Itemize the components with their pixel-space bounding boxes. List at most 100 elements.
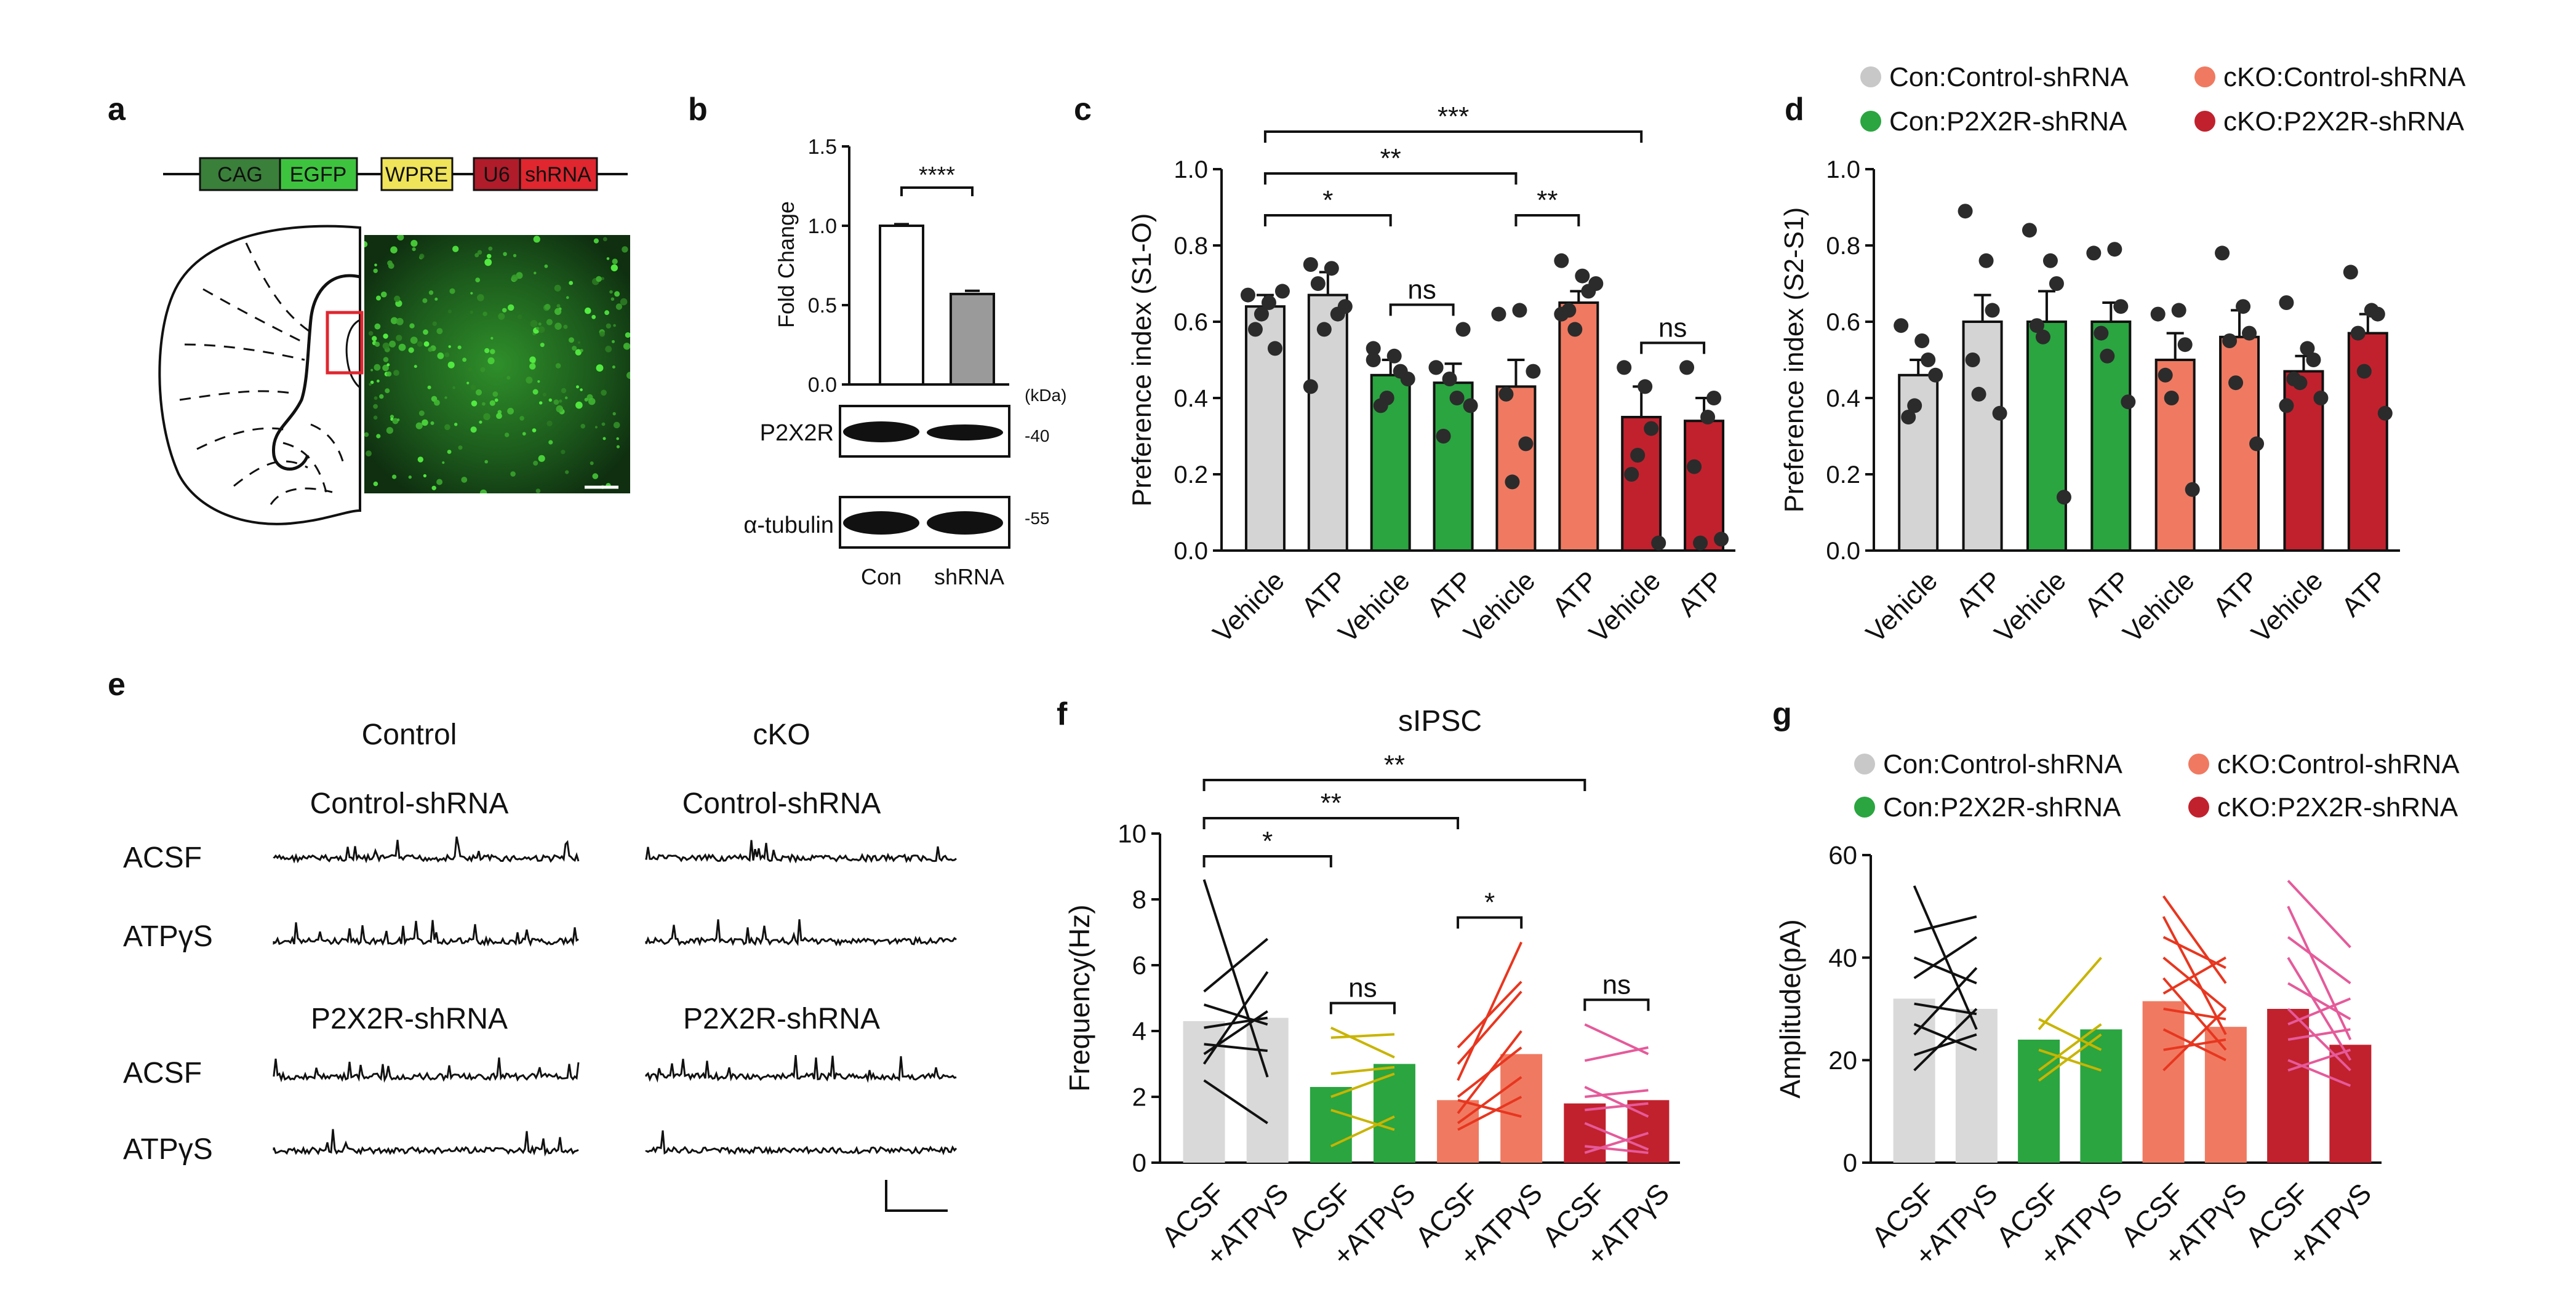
cell-351	[442, 461, 445, 464]
cell-368	[508, 304, 514, 311]
cell-240	[490, 349, 495, 354]
cell-154	[466, 381, 470, 384]
data-point-c-4-2	[1518, 436, 1534, 452]
cell-23	[590, 461, 594, 465]
data-point-d-2-4	[2035, 329, 2050, 344]
cell-328	[606, 257, 610, 260]
cell-347	[519, 416, 524, 421]
bar-g-4	[2142, 1001, 2185, 1163]
cell-212	[482, 311, 487, 316]
col-title-cko: cKO	[753, 719, 810, 751]
x-tick-label-c-7: ATP	[1672, 565, 1729, 623]
data-point-c-3-2	[1455, 322, 1471, 337]
cell-77	[475, 277, 481, 282]
data-point-d-2-1	[2042, 253, 2058, 268]
cell-185	[526, 376, 533, 384]
panel-b: 1.5 1.0 0.5 0.0 Fold Change **** (kDa) P2X2R …	[743, 135, 1066, 589]
cell-9	[408, 475, 412, 479]
paired-line-g-3-3	[2287, 957, 2352, 1061]
cell-287	[457, 345, 462, 349]
paired-line-g-0-5	[1913, 1023, 1977, 1051]
significance-label-c-3: ns	[1407, 274, 1436, 305]
paired-line-g-3-9	[2287, 1048, 2351, 1072]
bar-b-0	[879, 225, 924, 386]
cell-124	[415, 422, 423, 429]
band-kda-p2x2r: -40	[1025, 426, 1049, 445]
y-axis-label-b: Fold Change	[774, 201, 799, 328]
cell-396	[536, 327, 540, 330]
data-point-c-1-5	[1337, 299, 1353, 314]
cell-173	[386, 363, 390, 367]
cell-378	[479, 420, 482, 424]
paired-line-f-3-2	[1584, 1086, 1649, 1118]
paired-line-g-3-7	[2287, 1028, 2351, 1041]
cell-175	[417, 456, 423, 463]
paired-line-g-1-4	[2038, 1033, 2102, 1082]
x-tick-label-d-4: Vehicle	[2118, 565, 2201, 648]
cell-297	[482, 402, 486, 406]
data-point-c-0-3	[1247, 322, 1263, 337]
cell-24	[565, 470, 569, 474]
significance-label-f-2: **	[1384, 750, 1405, 780]
cell-411	[484, 460, 488, 464]
paired-line-f-0-1	[1203, 938, 1268, 993]
cell-168	[610, 264, 618, 272]
significance-label-c-5: ns	[1658, 313, 1687, 343]
bar-g-7	[2329, 1045, 2372, 1163]
paired-line-f-0-5	[1203, 1079, 1268, 1125]
cell-229	[477, 294, 484, 301]
data-point-c-1-1	[1324, 261, 1339, 276]
x-tick-label-d-3: ATP	[2079, 565, 2136, 623]
cell-225	[554, 322, 562, 330]
cell-84	[532, 389, 538, 395]
y-tick-label-g-1: 20	[1828, 1046, 1857, 1075]
cell-409	[468, 367, 473, 372]
data-point-c-4-4	[1505, 474, 1520, 490]
bar-g-5	[2204, 1027, 2247, 1163]
row-label-2: ACSF	[123, 1057, 202, 1089]
panel-label-d: d	[1785, 92, 1804, 127]
data-point-d-6-5	[2313, 391, 2329, 405]
error-bar-d-4	[2166, 332, 2184, 360]
data-point-c-0-2	[1267, 341, 1282, 356]
data-point-c-1-3	[1310, 276, 1326, 291]
legend-cd: Con:Control-shRNA Con:P2X2R-shRNA cKO:Co…	[1860, 62, 2466, 137]
data-point-d-3-5	[2121, 394, 2136, 410]
data-point-c-3-5	[1463, 398, 1478, 413]
cell-18	[580, 388, 583, 391]
data-point-d-0-0	[1894, 318, 1909, 333]
data-point-d-1-2	[1985, 303, 2000, 318]
chart-c: 0.0 0.2 0.4 0.6 0.8 1.0 Preference index (S1-O…	[1127, 102, 1735, 648]
cell-219	[588, 397, 596, 405]
bar-f-5	[1500, 1054, 1543, 1163]
band-label-p2x2r: P2X2R	[760, 420, 834, 446]
x-tick-label-d-6: Vehicle	[2246, 565, 2329, 648]
cell-292	[559, 399, 562, 403]
cell-101	[580, 424, 585, 429]
cell-178	[602, 437, 606, 440]
data-point-d-4-1	[2171, 303, 2186, 318]
cell-301	[625, 332, 630, 338]
paired-line-g-2-5	[2162, 956, 2226, 995]
data-point-d-0-2	[1921, 352, 1936, 367]
legend-fg-item-2: cKO:Control-shRNA	[2217, 749, 2460, 779]
cell-361	[613, 421, 620, 429]
cell-190	[591, 314, 596, 319]
significance-label-c-4: **	[1537, 185, 1558, 215]
micrograph	[364, 235, 630, 493]
data-point-d-0-3	[1901, 410, 1916, 424]
significance-bracket-f-3	[1329, 1001, 1396, 1014]
cell-337	[437, 352, 444, 359]
cell-354	[436, 479, 443, 485]
y-axis-label-c: Preference index (S1-O)	[1127, 213, 1157, 507]
legend-fg-item-0: Con:Control-shRNA	[1883, 749, 2122, 779]
significance-label-f-4: *	[1484, 888, 1495, 918]
bar-f-2	[1310, 1086, 1352, 1163]
cell-314	[556, 405, 564, 413]
bar-c-1	[1307, 293, 1348, 552]
chart-b: 1.5 1.0 0.5 0.0 Fold Change ****	[774, 135, 1009, 397]
paired-line-g-1-2	[2038, 1048, 2102, 1072]
paired-line-g-2-0	[2162, 895, 2227, 984]
cell-108	[604, 310, 609, 316]
y-tick-label-f-4: 8	[1132, 885, 1146, 914]
